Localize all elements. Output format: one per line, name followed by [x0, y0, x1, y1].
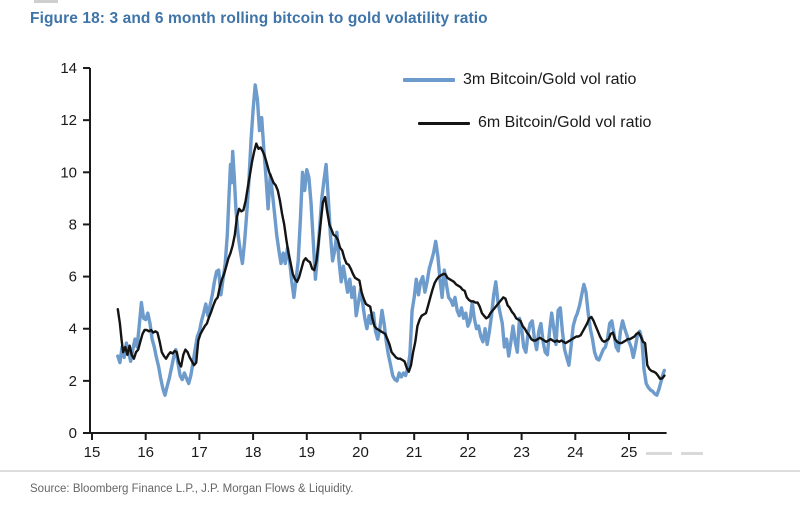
legend-3m-label: 3m Bitcoin/Gold vol ratio	[463, 71, 637, 88]
y-tick-label: 2	[69, 373, 77, 390]
y-tick-label: 4	[69, 321, 77, 338]
page-title: Figure 18: 3 and 6 month rolling bitcoin…	[30, 10, 488, 27]
faded-axis-mark	[681, 452, 703, 455]
x-tick-label: 17	[191, 444, 208, 461]
screenshot-edge-artifact	[34, 0, 58, 3]
y-tick-label: 12	[60, 112, 77, 129]
source-attribution: Source: Bloomberg Finance L.P., J.P. Mor…	[30, 483, 354, 495]
footer-divider	[0, 470, 800, 472]
legend-3m-line-swatch	[403, 78, 455, 82]
y-tick-label: 0	[69, 425, 77, 442]
x-tick-label: 24	[567, 444, 584, 461]
x-tick-label: 18	[245, 444, 262, 461]
x-tick-label: 19	[298, 444, 315, 461]
y-tick-label: 8	[69, 216, 77, 233]
series-3m-polyline	[116, 83, 667, 397]
faded-axis-mark	[646, 452, 672, 455]
legend-6m-label: 6m Bitcoin/Gold vol ratio	[478, 114, 652, 131]
x-tick-label: 21	[406, 444, 423, 461]
x-tick-label: 25	[621, 444, 638, 461]
legend-item-6m: 6m Bitcoin/Gold vol ratio	[418, 114, 651, 132]
x-tick-label: 20	[352, 444, 369, 461]
series-6m-polyline	[116, 142, 666, 380]
y-tick-label: 14	[60, 60, 77, 77]
x-tick-label: 16	[137, 444, 154, 461]
legend-item-3m: 3m Bitcoin/Gold vol ratio	[403, 71, 636, 89]
y-tick-label: 6	[69, 269, 77, 286]
y-tick-label: 10	[60, 164, 77, 181]
legend-6m-line-swatch	[418, 121, 470, 125]
x-tick-label: 22	[460, 444, 477, 461]
x-tick-label: 23	[513, 444, 530, 461]
x-tick-label: 15	[84, 444, 101, 461]
